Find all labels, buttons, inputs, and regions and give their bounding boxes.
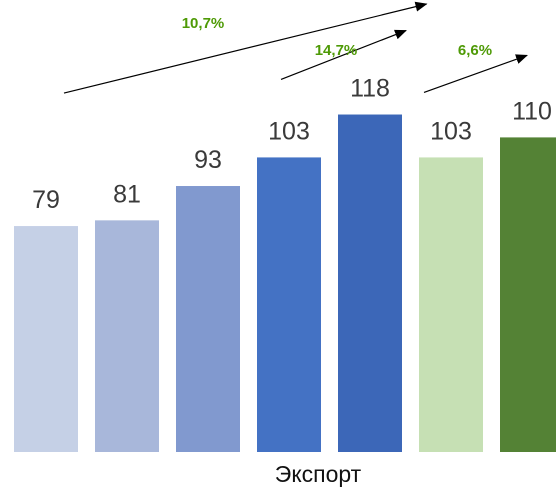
value-label-1: 79 bbox=[32, 186, 60, 214]
growth-label-2: 14,7% bbox=[315, 42, 358, 59]
bar-6 bbox=[419, 157, 483, 453]
value-label-4: 103 bbox=[268, 117, 310, 145]
bars-group bbox=[14, 114, 556, 453]
growth-arrows-group: 10,7% 14,7% 6,6% bbox=[63, 1, 528, 94]
bar-4 bbox=[257, 157, 321, 453]
x-axis-label: Экспорт bbox=[275, 461, 362, 487]
growth-label-3: 6,6% bbox=[458, 42, 492, 59]
value-label-3: 93 bbox=[194, 146, 222, 174]
value-labels-group: 79 81 93 103 118 103 110 bbox=[32, 75, 552, 215]
growth-arrow-2 bbox=[280, 29, 407, 80]
growth-arrow-1 bbox=[63, 1, 428, 94]
growth-label-1: 10,7% bbox=[182, 15, 225, 32]
value-label-6: 103 bbox=[430, 117, 472, 145]
bar-7 bbox=[500, 137, 556, 452]
bar-1 bbox=[14, 226, 78, 452]
value-label-5: 118 bbox=[350, 75, 390, 103]
value-label-7: 110 bbox=[512, 97, 552, 125]
value-label-2: 81 bbox=[113, 180, 141, 208]
bar-3 bbox=[176, 186, 240, 452]
growth-arrow-3 bbox=[423, 54, 528, 93]
bar-2 bbox=[95, 220, 159, 452]
bar-5 bbox=[338, 114, 402, 453]
